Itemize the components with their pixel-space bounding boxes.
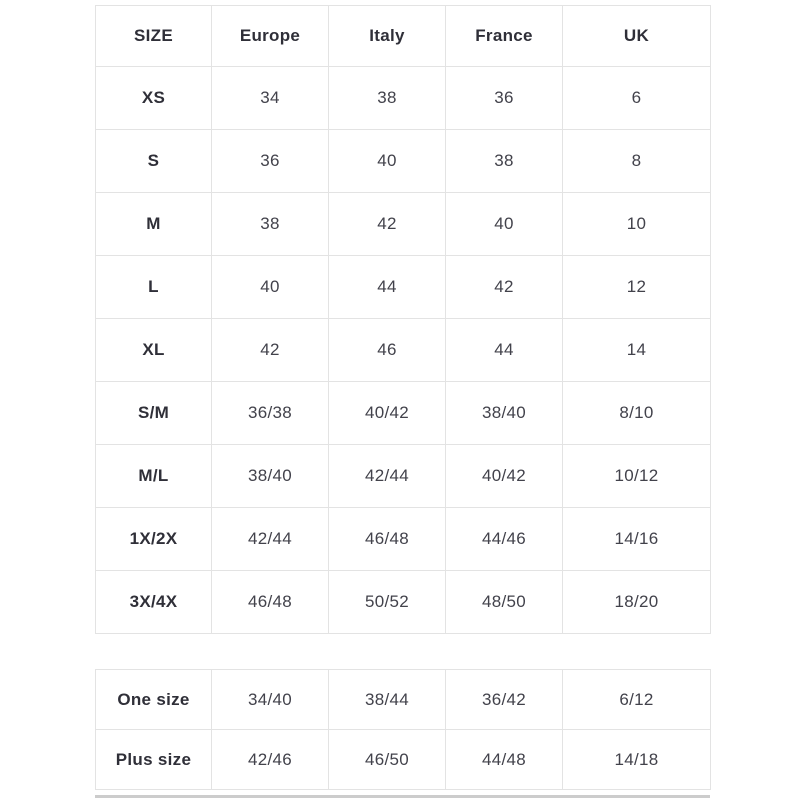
- value-cell: 42: [445, 255, 563, 319]
- table-gap: [95, 634, 710, 669]
- table-row-m: M 38 42 40 10: [95, 192, 711, 256]
- value-cell: 14/16: [562, 507, 711, 571]
- size-conversion-table: SIZE Europe Italy France UK XS 34 38 36 …: [95, 5, 711, 634]
- size-label-cell: Plus size: [95, 729, 212, 790]
- table-row-s: S 36 40 38 8: [95, 129, 711, 193]
- table-row-plus-size: Plus size 42/46 46/50 44/48 14/18: [95, 729, 711, 790]
- special-sizes-table: One size 34/40 38/44 36/42 6/12 Plus siz…: [95, 669, 711, 790]
- value-cell: 8/10: [562, 381, 711, 445]
- horizontal-scrollbar-thumb[interactable]: [95, 795, 710, 798]
- value-cell: 8: [562, 129, 711, 193]
- value-cell: 36: [211, 129, 329, 193]
- header-uk: UK: [562, 5, 711, 67]
- value-cell: 42: [328, 192, 446, 256]
- value-cell: 10/12: [562, 444, 711, 508]
- header-row: SIZE Europe Italy France UK: [95, 5, 711, 67]
- value-cell: 50/52: [328, 570, 446, 634]
- value-cell: 40/42: [328, 381, 446, 445]
- value-cell: 42/44: [328, 444, 446, 508]
- table-row-xl: XL 42 46 44 14: [95, 318, 711, 382]
- size-label-cell: M/L: [95, 444, 212, 508]
- value-cell: 40/42: [445, 444, 563, 508]
- value-cell: 44/46: [445, 507, 563, 571]
- table-row-s-m: S/M 36/38 40/42 38/40 8/10: [95, 381, 711, 445]
- value-cell: 12: [562, 255, 711, 319]
- horizontal-scrollbar[interactable]: [95, 795, 710, 798]
- value-cell: 10: [562, 192, 711, 256]
- value-cell: 38/44: [328, 669, 446, 730]
- value-cell: 18/20: [562, 570, 711, 634]
- size-chart-page: SIZE Europe Italy France UK XS 34 38 36 …: [95, 5, 711, 798]
- header-italy: Italy: [328, 5, 446, 67]
- size-label-cell: 1X/2X: [95, 507, 212, 571]
- header-france: France: [445, 5, 563, 67]
- value-cell: 6: [562, 66, 711, 130]
- value-cell: 36/42: [445, 669, 563, 730]
- header-size: SIZE: [95, 5, 212, 67]
- value-cell: 38: [328, 66, 446, 130]
- table-row-xs: XS 34 38 36 6: [95, 66, 711, 130]
- value-cell: 46/48: [328, 507, 446, 571]
- value-cell: 40: [445, 192, 563, 256]
- value-cell: 42/44: [211, 507, 329, 571]
- size-label-cell: XL: [95, 318, 212, 382]
- table-row-one-size: One size 34/40 38/44 36/42 6/12: [95, 669, 711, 730]
- value-cell: 44: [328, 255, 446, 319]
- table-row-l: L 40 44 42 12: [95, 255, 711, 319]
- value-cell: 14/18: [562, 729, 711, 790]
- value-cell: 44/48: [445, 729, 563, 790]
- size-label-cell: L: [95, 255, 212, 319]
- table-row-1x-2x: 1X/2X 42/44 46/48 44/46 14/16: [95, 507, 711, 571]
- value-cell: 38: [445, 129, 563, 193]
- size-label-cell: One size: [95, 669, 212, 730]
- table-row-3x-4x: 3X/4X 46/48 50/52 48/50 18/20: [95, 570, 711, 634]
- header-europe: Europe: [211, 5, 329, 67]
- size-label-cell: S/M: [95, 381, 212, 445]
- value-cell: 42/46: [211, 729, 329, 790]
- value-cell: 36: [445, 66, 563, 130]
- value-cell: 36/38: [211, 381, 329, 445]
- value-cell: 40: [328, 129, 446, 193]
- value-cell: 44: [445, 318, 563, 382]
- value-cell: 34/40: [211, 669, 329, 730]
- value-cell: 46/50: [328, 729, 446, 790]
- value-cell: 48/50: [445, 570, 563, 634]
- value-cell: 38/40: [211, 444, 329, 508]
- value-cell: 46: [328, 318, 446, 382]
- value-cell: 46/48: [211, 570, 329, 634]
- size-label-cell: 3X/4X: [95, 570, 212, 634]
- value-cell: 14: [562, 318, 711, 382]
- value-cell: 6/12: [562, 669, 711, 730]
- value-cell: 38/40: [445, 381, 563, 445]
- size-label-cell: S: [95, 129, 212, 193]
- size-label-cell: M: [95, 192, 212, 256]
- value-cell: 34: [211, 66, 329, 130]
- value-cell: 38: [211, 192, 329, 256]
- value-cell: 40: [211, 255, 329, 319]
- value-cell: 42: [211, 318, 329, 382]
- size-label-cell: XS: [95, 66, 212, 130]
- table-row-m-l: M/L 38/40 42/44 40/42 10/12: [95, 444, 711, 508]
